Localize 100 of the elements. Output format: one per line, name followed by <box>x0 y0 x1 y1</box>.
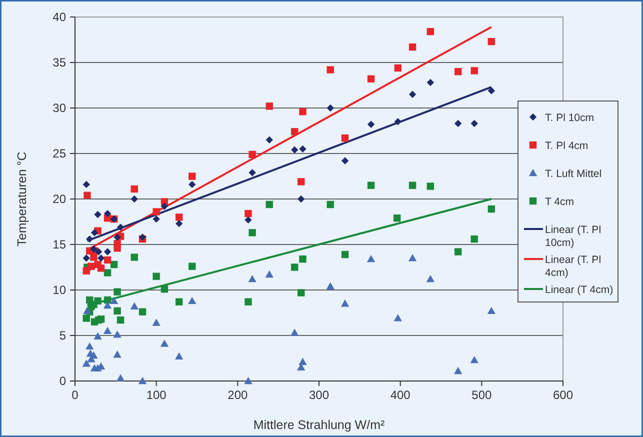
point <box>86 342 94 350</box>
point <box>426 182 434 190</box>
point <box>470 235 478 243</box>
point <box>94 210 102 218</box>
point <box>84 192 91 199</box>
point <box>103 326 112 334</box>
x-tick-label: 500 <box>472 388 492 402</box>
point <box>160 202 168 210</box>
point <box>175 352 184 360</box>
point <box>394 64 402 72</box>
legend-label: T. Pl 4cm <box>545 140 588 152</box>
legend-label: Linear (T. Pl 4cm) <box>545 254 602 279</box>
point <box>298 195 305 203</box>
point <box>248 274 256 282</box>
point <box>248 229 256 236</box>
point <box>394 118 402 126</box>
y-tick-label: 10 <box>52 283 66 297</box>
point <box>408 182 416 189</box>
point <box>470 356 478 364</box>
point <box>113 330 122 338</box>
point <box>291 146 298 154</box>
point <box>152 272 160 280</box>
x-tick-label: 600 <box>552 388 574 402</box>
point <box>130 254 138 261</box>
point <box>188 172 196 180</box>
legend-label: Linear (T 4cm) <box>545 284 614 296</box>
point <box>367 120 375 128</box>
point <box>470 120 478 128</box>
point <box>130 302 138 310</box>
point <box>188 262 196 270</box>
point <box>298 178 305 186</box>
point <box>326 200 334 208</box>
point <box>97 264 105 272</box>
point <box>138 376 147 384</box>
point <box>116 224 124 231</box>
point <box>244 210 252 218</box>
point <box>408 254 417 262</box>
x-tick-label: 100 <box>146 388 167 402</box>
point <box>116 374 125 382</box>
point <box>82 180 90 188</box>
point <box>454 68 462 76</box>
point <box>488 38 496 46</box>
point <box>176 220 183 228</box>
point <box>152 215 160 223</box>
point <box>176 214 183 221</box>
point <box>152 318 160 326</box>
point <box>298 358 307 365</box>
point <box>266 200 273 208</box>
point <box>367 75 375 82</box>
point <box>130 195 138 203</box>
point <box>487 306 496 314</box>
point <box>110 260 118 268</box>
point <box>83 306 92 314</box>
y-tick-label: 40 <box>52 10 66 24</box>
x-axis-title: Mittlere Strahlung W/m² <box>253 418 385 432</box>
point <box>408 90 416 98</box>
point <box>291 128 298 136</box>
point <box>97 316 105 323</box>
point <box>113 350 122 358</box>
point <box>114 234 121 241</box>
point <box>248 169 256 176</box>
point <box>426 78 434 86</box>
point <box>265 270 274 278</box>
y-tick-label: 30 <box>52 101 66 115</box>
point <box>82 254 90 262</box>
point <box>114 244 121 252</box>
legend-label: T. Luft Mittel <box>545 168 602 180</box>
point <box>88 262 95 270</box>
point <box>116 316 124 324</box>
point <box>341 157 349 164</box>
point <box>160 340 169 347</box>
x-tick-label: 400 <box>390 388 411 402</box>
legend-label: Linear (T. Pl 10cm) <box>545 224 602 249</box>
point <box>299 255 306 263</box>
legend-label: T. Pl 10cm <box>545 112 594 124</box>
point <box>244 216 252 224</box>
x-tick-label: 0 <box>72 388 79 402</box>
point <box>188 296 196 304</box>
point <box>326 66 334 74</box>
point <box>394 314 402 322</box>
point <box>130 185 138 193</box>
point <box>488 205 496 213</box>
point <box>94 332 102 340</box>
point <box>454 248 462 256</box>
point <box>82 360 90 367</box>
point <box>426 274 435 282</box>
point <box>103 301 112 309</box>
y-tick-label: 35 <box>52 56 66 70</box>
point <box>86 235 94 243</box>
y-tick-label: 0 <box>59 374 66 388</box>
point <box>244 376 252 384</box>
point <box>244 298 252 306</box>
point <box>367 182 375 189</box>
point <box>470 67 478 74</box>
y-tick-label: 5 <box>59 328 66 342</box>
y-tick-label: 20 <box>52 192 66 206</box>
point <box>114 288 121 296</box>
y-tick-label: 25 <box>52 146 66 160</box>
point <box>266 102 273 110</box>
legend-label: T 4cm <box>545 196 574 208</box>
